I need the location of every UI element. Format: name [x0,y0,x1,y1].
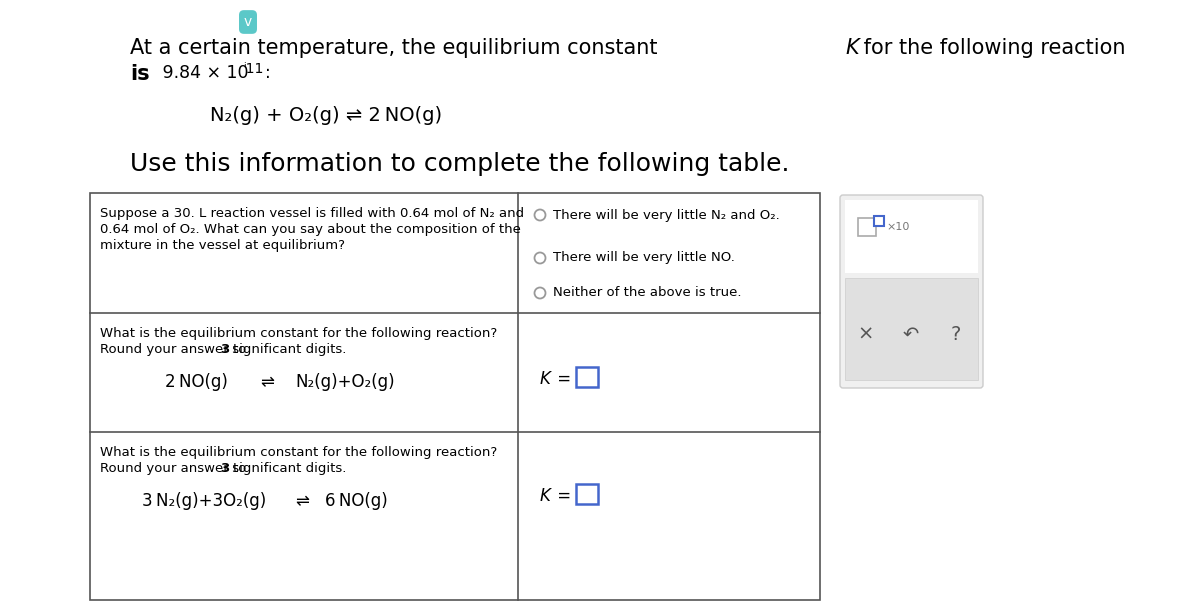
Text: 6 NO(g): 6 NO(g) [325,492,388,510]
Text: ⇌: ⇌ [295,492,308,510]
Bar [576,367,598,387]
Text: K: K [540,370,551,388]
Text: There will be very little N₂ and O₂.: There will be very little N₂ and O₂. [553,208,780,222]
Text: ?: ? [950,325,961,344]
Text: N₂(g)+O₂(g): N₂(g)+O₂(g) [295,373,395,391]
Text: At a certain temperature, the equilibrium constant: At a certain temperature, the equilibriu… [130,38,668,58]
Text: What is the equilibrium constant for the following reaction?: What is the equilibrium constant for the… [100,446,497,459]
Text: 0.64 mol of O₂. What can you say about the composition of the: 0.64 mol of O₂. What can you say about t… [100,223,521,236]
Text: K: K [845,38,859,58]
Text: 9.84 × 10: 9.84 × 10 [157,64,248,82]
Bar [90,193,820,600]
Text: ×10: ×10 [886,222,910,232]
Bar [874,216,884,226]
Text: Suppose a 30. L reaction vessel is filled with 0.64 mol of N₂ and: Suppose a 30. L reaction vessel is fille… [100,207,524,220]
Text: 3: 3 [220,343,229,356]
Text: Use this information to complete the following table.: Use this information to complete the fol… [130,152,790,176]
Text: 2 NO(g): 2 NO(g) [166,373,228,391]
Bar [576,484,598,504]
Text: is: is [130,64,150,84]
Text: Round your answer to: Round your answer to [100,462,251,475]
Text: What is the equilibrium constant for the following reaction?: What is the equilibrium constant for the… [100,327,497,340]
Text: =: = [552,487,571,505]
Text: significant digits.: significant digits. [228,462,347,475]
Bar [845,200,978,273]
Text: Neither of the above is true.: Neither of the above is true. [553,287,742,299]
Text: K: K [540,487,551,505]
Text: Round your answer to: Round your answer to [100,343,251,356]
Text: :: : [265,64,271,82]
FancyBboxPatch shape [840,195,983,388]
Text: N₂(g) + O₂(g) ⇌ 2 NO(g): N₂(g) + O₂(g) ⇌ 2 NO(g) [210,106,442,125]
Bar [858,218,876,236]
Text: significant digits.: significant digits. [228,343,347,356]
Bar [845,278,978,380]
Text: ×: × [857,325,874,344]
Text: There will be very little NO.: There will be very little NO. [553,251,734,265]
Text: for the following reaction: for the following reaction [857,38,1126,58]
Text: v: v [244,15,252,29]
Text: ⇌: ⇌ [260,373,274,391]
Text: =: = [552,370,571,388]
Text: ⁱ11: ⁱ11 [242,62,263,76]
Text: 3 N₂(g)+3O₂(g): 3 N₂(g)+3O₂(g) [142,492,266,510]
Text: ↶: ↶ [902,325,919,344]
Text: 3: 3 [220,462,229,475]
Text: mixture in the vessel at equilibrium?: mixture in the vessel at equilibrium? [100,239,346,252]
